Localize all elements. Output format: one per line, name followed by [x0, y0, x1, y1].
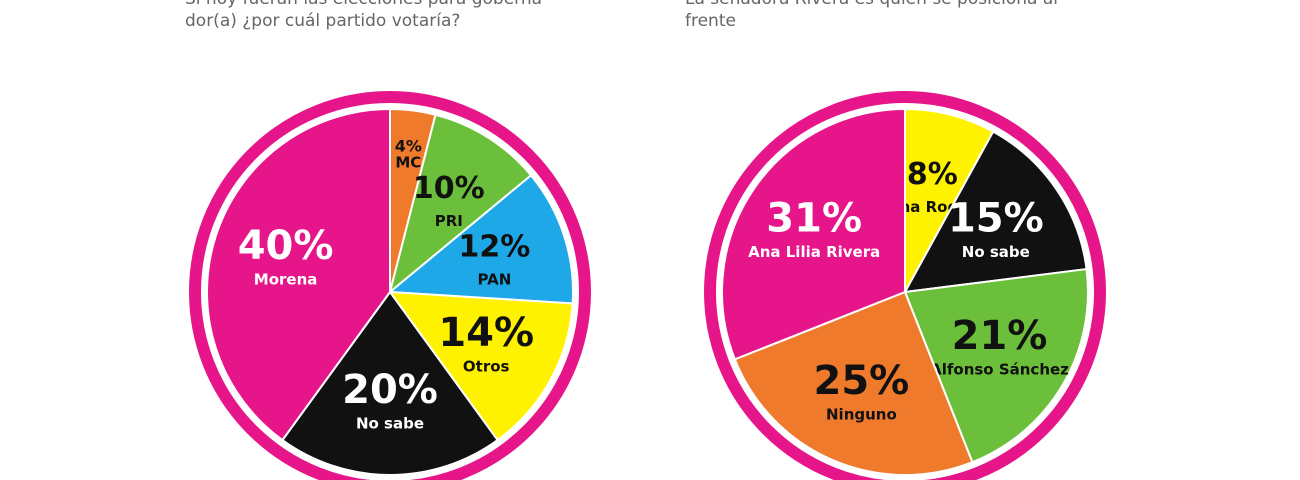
category-label: MC: [395, 153, 421, 171]
category-label: Otros: [463, 357, 510, 375]
pie-ring: [189, 91, 591, 480]
pie-slice: [721, 107, 906, 361]
value-label: 12%: [459, 230, 531, 265]
category-label: Ana Lilia Rivera: [748, 243, 880, 261]
pie-slice: [387, 173, 574, 305]
subtitle: frente: [685, 11, 736, 31]
value-label: 4%: [395, 136, 422, 155]
value-label: 25%: [814, 358, 910, 404]
subtitle: La senadora Rivera es quien se posiciona…: [685, 0, 1058, 9]
value-label: 21%: [952, 313, 1048, 359]
category-label: No sabe: [356, 414, 424, 432]
pie-slice: [733, 290, 974, 476]
category-label: Ninguno: [826, 405, 897, 423]
category-label: No sabe: [962, 243, 1030, 261]
value-label: 31%: [766, 195, 862, 241]
pie-slice: [281, 290, 499, 476]
subtitle: dor(a) ¿por cuál partido votaría?: [185, 11, 460, 31]
category-label: Alfonso Sánchez: [930, 360, 1069, 378]
category-label: Morena: [254, 271, 318, 289]
value-label: 40%: [238, 223, 334, 269]
pie-slice: [904, 107, 995, 293]
category-label: PRI: [435, 212, 463, 230]
pie-slice: [206, 107, 391, 442]
value-label: 10%: [413, 171, 485, 206]
value-label: 8%: [907, 157, 958, 192]
value-label: 15%: [948, 195, 1044, 241]
category-label: PAN: [478, 271, 512, 289]
value-label: 14%: [438, 310, 534, 356]
pie-slice: [388, 113, 533, 295]
subtitle: Si hoy fueran las elecciones para gobern…: [185, 0, 548, 9]
pie-slice: [903, 267, 1089, 464]
pie-slice: [903, 130, 1088, 294]
pie-ring: [704, 91, 1106, 480]
pie-slice: [387, 290, 574, 442]
value-label: 20%: [342, 367, 438, 413]
